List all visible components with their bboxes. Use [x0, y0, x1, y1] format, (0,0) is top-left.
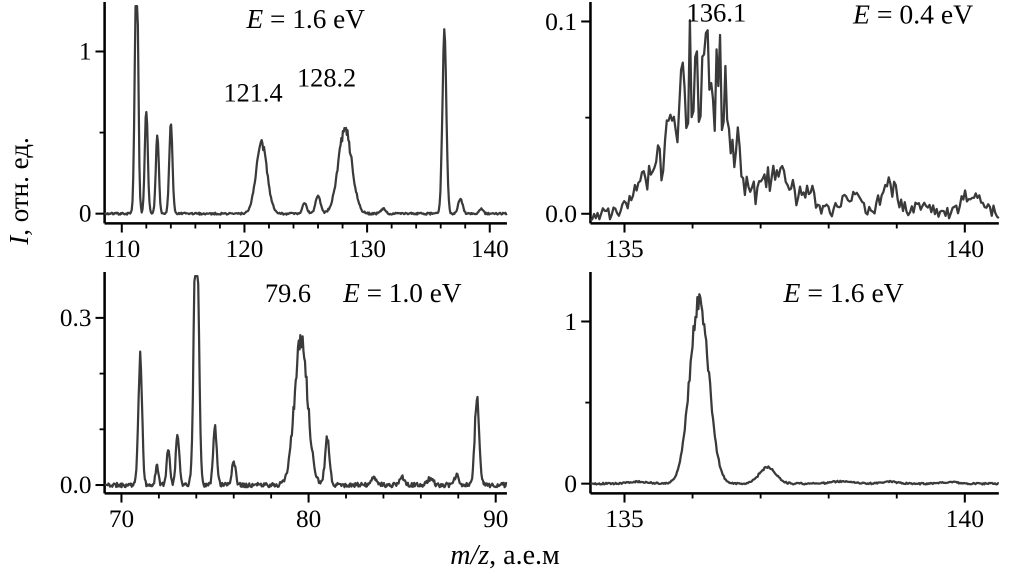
x-axis-label: m/z, а.е.м: [0, 540, 1010, 572]
peak-label: 136.1: [686, 0, 746, 27]
x-axis-label-symbol: m/z: [450, 540, 490, 571]
peak-label: 128.2: [297, 63, 356, 92]
spectrum-plot: 135 140 0.0 0.1 E = 0.4 eV 136.1: [545, 0, 1000, 263]
energy-label: E = 0.4 eV: [852, 0, 973, 29]
energy-label: E = 1.6 eV: [783, 277, 904, 308]
x-tick-label: 140: [946, 504, 984, 533]
x-tick-label: 140: [946, 234, 984, 263]
y-tick-label: 1: [564, 307, 577, 336]
spectrum-line: [104, 274, 508, 489]
x-tick-label: 110: [103, 235, 140, 263]
spectrum-plot: 110 120 130 140 0 1 E = 1.6 eV 121.4 128.2: [79, 2, 509, 263]
x-tick-label: 70: [109, 505, 134, 533]
spectrum-line: [590, 19, 1000, 222]
y-tick-label: 0.3: [60, 304, 92, 332]
energy-label: E = 1.0 eV: [342, 278, 462, 308]
spectrum-line: [590, 293, 1000, 486]
y-axis-label-units: , отн. ед.: [4, 137, 34, 236]
panel-top-right: 135 140 0.0 0.1 E = 0.4 eV 136.1: [533, 0, 1005, 264]
y-tick-label: 0.0: [60, 471, 92, 499]
x-tick-label: 80: [296, 505, 321, 533]
y-tick-label: 0: [79, 200, 92, 228]
x-tick-label: 130: [348, 235, 386, 263]
x-tick-label: 90: [483, 505, 508, 533]
x-axis-label-units: , а.е.м: [489, 540, 560, 571]
panel-bottom-left: 70 80 90 0.0 0.3 E = 1.0 eV 79.6: [48, 270, 513, 534]
panel-bottom-right: 135 140 0 1 E = 1.6 eV: [533, 270, 1005, 534]
panel-top-left: 110 120 130 140 0 1 E = 1.6 eV 121.4 128.2: [48, 0, 513, 264]
y-axis-label: I, отн. ед.: [4, 61, 36, 321]
x-tick-label: 135: [605, 234, 643, 263]
peak-label: 121.4: [223, 79, 282, 108]
spectrum-line: [103, 4, 508, 216]
y-axis-label-symbol: I: [4, 235, 34, 245]
spectrum-plot: 70 80 90 0.0 0.3 E = 1.0 eV 79.6: [60, 272, 508, 533]
peak-label: 79.6: [265, 279, 311, 308]
spectrum-plot: 135 140 0 1 E = 1.6 eV: [564, 272, 1000, 533]
x-tick-label: 120: [225, 235, 263, 263]
y-tick-label: 0: [564, 469, 577, 498]
y-tick-label: 0.0: [545, 199, 577, 228]
x-tick-label: 140: [471, 235, 509, 263]
y-tick-label: 0.1: [545, 7, 577, 36]
energy-label: E = 1.6 eV: [246, 4, 366, 34]
x-tick-label: 135: [605, 504, 643, 533]
y-tick-label: 1: [79, 37, 92, 65]
